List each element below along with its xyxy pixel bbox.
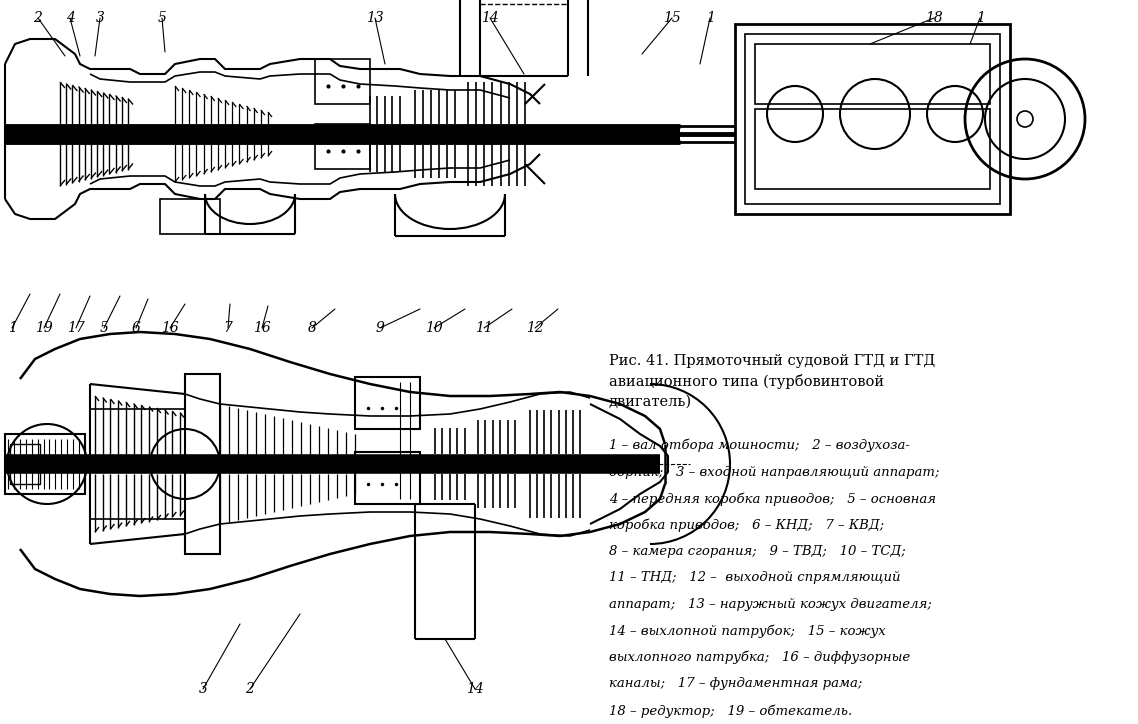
Text: 5: 5 bbox=[157, 11, 166, 25]
Text: 4 – передняя коробка приводов;   5 – основная: 4 – передняя коробка приводов; 5 – основ… bbox=[609, 492, 935, 505]
Text: 11: 11 bbox=[476, 321, 493, 335]
Text: 8 – камера сгорания;   9 – ТВД;   10 – ТСД;: 8 – камера сгорания; 9 – ТВД; 10 – ТСД; bbox=[609, 545, 906, 558]
Text: аппарат;   13 – наружный кожух двигателя;: аппарат; 13 – наружный кожух двигателя; bbox=[609, 598, 932, 611]
Text: 1: 1 bbox=[706, 11, 715, 25]
Text: 12: 12 bbox=[526, 321, 544, 335]
Text: 13: 13 bbox=[366, 11, 384, 25]
Bar bbox=[185, 374, 220, 554]
Text: 14: 14 bbox=[467, 682, 484, 696]
Bar bbox=[754, 109, 990, 189]
Text: каналы;   17 – фундаментная рама;: каналы; 17 – фундаментная рама; bbox=[609, 678, 863, 691]
Text: 1: 1 bbox=[975, 11, 984, 25]
Bar bbox=[5, 457, 660, 471]
Bar bbox=[315, 124, 370, 169]
Text: 1 – вал отбора мошности;   2 – воздухоза-: 1 – вал отбора мошности; 2 – воздухоза- bbox=[609, 439, 910, 452]
Text: 3: 3 bbox=[198, 682, 207, 696]
Bar bbox=[90, 409, 185, 519]
Text: 4: 4 bbox=[66, 11, 74, 25]
Text: 6: 6 bbox=[132, 321, 140, 335]
Bar bbox=[355, 377, 420, 429]
Bar bbox=[754, 44, 990, 104]
Text: Рис. 41. Прямоточный судовой ГТД и ГТД
авиационного типа (турбовинтовой
двигател: Рис. 41. Прямоточный судовой ГТД и ГТД а… bbox=[609, 354, 935, 408]
Bar bbox=[355, 452, 420, 504]
Text: выхлопного патрубка;   16 – диффузорные: выхлопного патрубка; 16 – диффузорные bbox=[609, 651, 910, 665]
Text: 11 – ТНД;   12 –  выходной спрямляющий: 11 – ТНД; 12 – выходной спрямляющий bbox=[609, 571, 900, 584]
Bar bbox=[5, 126, 681, 142]
Text: 5: 5 bbox=[99, 321, 108, 335]
Text: 10: 10 bbox=[426, 321, 443, 335]
Text: 9: 9 bbox=[376, 321, 385, 335]
Bar bbox=[735, 24, 1011, 214]
Text: 14: 14 bbox=[481, 11, 498, 25]
Bar bbox=[315, 59, 370, 104]
Text: борник;   3 – входной направляющий аппарат;: борник; 3 – входной направляющий аппарат… bbox=[609, 466, 940, 479]
Bar bbox=[160, 199, 220, 234]
Text: 2: 2 bbox=[246, 682, 255, 696]
Text: 1: 1 bbox=[8, 321, 16, 335]
Text: 15: 15 bbox=[663, 11, 681, 25]
Bar bbox=[5, 434, 85, 494]
Text: 19: 19 bbox=[35, 321, 52, 335]
Text: 18: 18 bbox=[925, 11, 943, 25]
Text: 16: 16 bbox=[162, 321, 179, 335]
Text: 16: 16 bbox=[253, 321, 271, 335]
Text: 2: 2 bbox=[33, 11, 42, 25]
Bar bbox=[745, 34, 1000, 204]
Text: 14 – выхлопной патрубок;   15 – кожух: 14 – выхлопной патрубок; 15 – кожух bbox=[609, 625, 885, 638]
Text: 8: 8 bbox=[307, 321, 316, 335]
Text: 7: 7 bbox=[223, 321, 232, 335]
Text: 3: 3 bbox=[96, 11, 105, 25]
Text: 18 – редуктор;   19 – обтекатель.: 18 – редуктор; 19 – обтекатель. bbox=[609, 704, 852, 717]
Text: 17: 17 bbox=[67, 321, 85, 335]
Bar bbox=[10, 444, 40, 484]
Text: коробка приводов;   6 – КНД;   7 – КВД;: коробка приводов; 6 – КНД; 7 – КВД; bbox=[609, 518, 884, 532]
